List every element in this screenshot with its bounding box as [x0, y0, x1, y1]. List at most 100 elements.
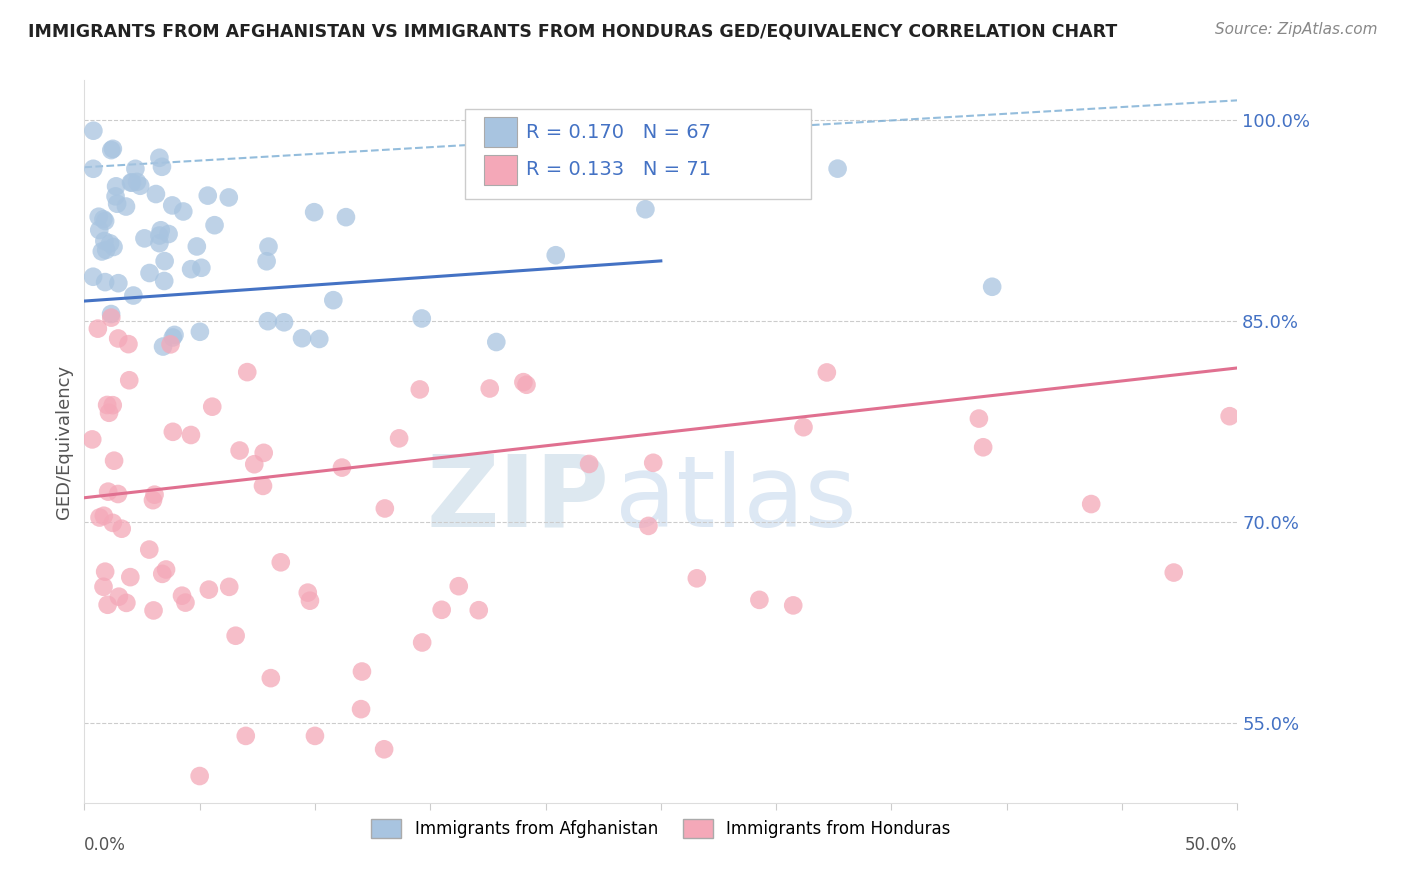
Point: [94, 275, 117, 289]
Point: [142, 603, 165, 617]
Point: [93, 580, 115, 594]
Point: [118, 373, 141, 387]
Point: [90, 244, 112, 259]
Point: [298, 593, 321, 607]
Point: [257, 239, 280, 253]
Point: [748, 592, 770, 607]
Legend: Immigrants from Afghanistan, Immigrants from Honduras: Immigrants from Afghanistan, Immigrants …: [364, 813, 957, 845]
Point: [330, 460, 353, 475]
Point: [152, 339, 174, 353]
Point: [153, 254, 176, 268]
Point: [485, 334, 508, 349]
Point: [634, 202, 657, 217]
Point: [478, 382, 501, 396]
Point: [512, 375, 534, 389]
Point: [197, 188, 219, 202]
Point: [87, 321, 110, 335]
Point: [253, 446, 276, 460]
FancyBboxPatch shape: [465, 109, 811, 200]
Point: [159, 337, 181, 351]
Point: [82, 161, 104, 176]
Point: [388, 431, 411, 445]
Point: [120, 570, 142, 584]
Point: [815, 366, 838, 380]
Point: [686, 571, 709, 585]
Point: [981, 279, 1004, 293]
Point: [93, 212, 115, 227]
Point: [643, 456, 665, 470]
Point: [291, 331, 314, 345]
Point: [180, 428, 202, 442]
Point: [150, 160, 173, 174]
Point: [82, 124, 104, 138]
Point: [98, 236, 121, 251]
Point: [201, 400, 224, 414]
Point: [544, 248, 567, 262]
Point: [148, 228, 170, 243]
Text: Source: ZipAtlas.com: Source: ZipAtlas.com: [1215, 22, 1378, 37]
Point: [304, 729, 326, 743]
Point: [188, 769, 211, 783]
Point: [96, 398, 118, 412]
Point: [1163, 566, 1185, 580]
Point: [103, 240, 125, 254]
Text: 50.0%: 50.0%: [1185, 837, 1237, 855]
Point: [105, 179, 128, 194]
Point: [111, 522, 134, 536]
Y-axis label: GED/Equivalency: GED/Equivalency: [55, 365, 73, 518]
Point: [273, 315, 295, 329]
Point: [190, 260, 212, 275]
Point: [155, 562, 177, 576]
Point: [82, 433, 104, 447]
Point: [97, 484, 120, 499]
Point: [297, 585, 319, 599]
Point: [270, 555, 292, 569]
Point: [373, 742, 395, 756]
Point: [322, 293, 344, 308]
Point: [256, 254, 278, 268]
Point: [115, 596, 138, 610]
Point: [180, 262, 202, 277]
Point: [124, 161, 146, 176]
Point: [89, 223, 111, 237]
Point: [138, 266, 160, 280]
Point: [218, 580, 240, 594]
Point: [374, 501, 396, 516]
Point: [149, 223, 172, 237]
Point: [93, 234, 115, 248]
Point: [252, 479, 274, 493]
Text: IMMIGRANTS FROM AFGHANISTAN VS IMMIGRANTS FROM HONDURAS GED/EQUIVALENCY CORRELAT: IMMIGRANTS FROM AFGHANISTAN VS IMMIGRANT…: [28, 22, 1118, 40]
Point: [430, 603, 453, 617]
Point: [121, 176, 143, 190]
Point: [335, 210, 357, 224]
Point: [148, 151, 170, 165]
Point: [107, 331, 129, 345]
Point: [100, 310, 122, 325]
Point: [150, 566, 173, 581]
Point: [157, 227, 180, 241]
Point: [411, 635, 433, 649]
Point: [1080, 497, 1102, 511]
Point: [967, 411, 990, 425]
Point: [540, 171, 562, 186]
Point: [218, 190, 240, 204]
Point: [104, 189, 127, 203]
Point: [108, 590, 131, 604]
Point: [782, 599, 804, 613]
Point: [82, 269, 104, 284]
Point: [89, 510, 111, 524]
Point: [163, 327, 186, 342]
Point: [101, 142, 124, 156]
Point: [256, 314, 278, 328]
Point: [122, 288, 145, 302]
Point: [350, 702, 373, 716]
Point: [162, 198, 184, 212]
Point: [129, 178, 152, 193]
FancyBboxPatch shape: [485, 117, 517, 147]
Point: [243, 457, 266, 471]
Point: [107, 487, 129, 501]
Point: [115, 200, 138, 214]
Point: [94, 565, 117, 579]
Text: atlas: atlas: [614, 450, 856, 548]
Point: [225, 629, 247, 643]
